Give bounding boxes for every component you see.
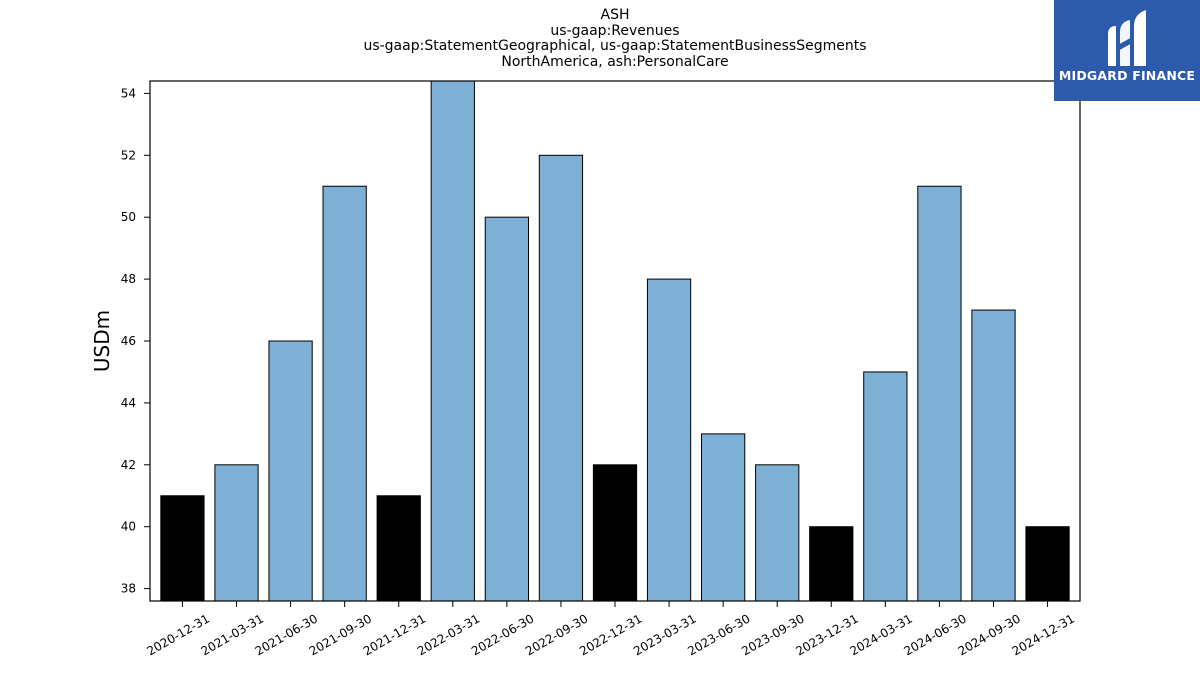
- bar-2022-12-31: [592, 464, 638, 602]
- bar-2021-09-30: [322, 185, 367, 602]
- y-tick-label: 38: [121, 582, 136, 596]
- chart-subtitle-segment: NorthAmerica, ash:PersonalCare: [501, 53, 729, 70]
- bar-2022-09-30: [538, 154, 584, 602]
- chart-subtitle-metric: us-gaap:Revenues: [550, 22, 680, 39]
- chart-title-block: ASH us-gaap:Revenues us-gaap:StatementGe…: [150, 7, 1080, 70]
- y-tick-label: 50: [121, 210, 136, 224]
- bar-2024-09-30: [971, 309, 1016, 602]
- bar-2023-12-31: [809, 526, 854, 602]
- bar-2023-09-30: [755, 464, 800, 602]
- bar-2023-03-31: [646, 278, 692, 602]
- y-tick-label: 44: [121, 396, 136, 410]
- bar-2021-03-31: [214, 464, 259, 602]
- bar-2024-06-30: [917, 185, 962, 602]
- bar-2021-12-31: [376, 495, 421, 602]
- y-axis: 38 40 42 44 46 48 50 52 54: [121, 86, 150, 596]
- y-tick-label: 54: [121, 86, 136, 100]
- x-axis: 2020-12-312021-03-312021-06-302021-09-30…: [145, 601, 1077, 658]
- bar-2020-12-31: [160, 495, 205, 602]
- bar-2023-06-30: [701, 433, 746, 602]
- bar-2022-03-31: [430, 80, 475, 602]
- midgard-finance-logo: MIDGARD FINANCE: [1054, 0, 1200, 101]
- bar-series: [160, 80, 1070, 602]
- bar-2022-06-30: [484, 216, 529, 602]
- y-tick-label: 40: [121, 520, 136, 534]
- logo-text: MIDGARD FINANCE: [1058, 68, 1196, 83]
- chart-subtitle-statement: us-gaap:StatementGeographical, us-gaap:S…: [363, 38, 867, 54]
- bar-2024-03-31: [863, 371, 908, 602]
- midgard-finance-logo-icon: [1108, 10, 1146, 66]
- y-axis-label: USDm: [90, 310, 114, 372]
- y-tick-label: 48: [121, 272, 136, 286]
- y-tick-label: 52: [121, 148, 136, 162]
- y-tick-label: 46: [121, 334, 136, 348]
- chart-title: ASH: [600, 7, 630, 23]
- y-tick-label: 42: [121, 458, 136, 472]
- bar-2021-06-30: [268, 340, 313, 602]
- bar-2024-12-31: [1025, 526, 1070, 602]
